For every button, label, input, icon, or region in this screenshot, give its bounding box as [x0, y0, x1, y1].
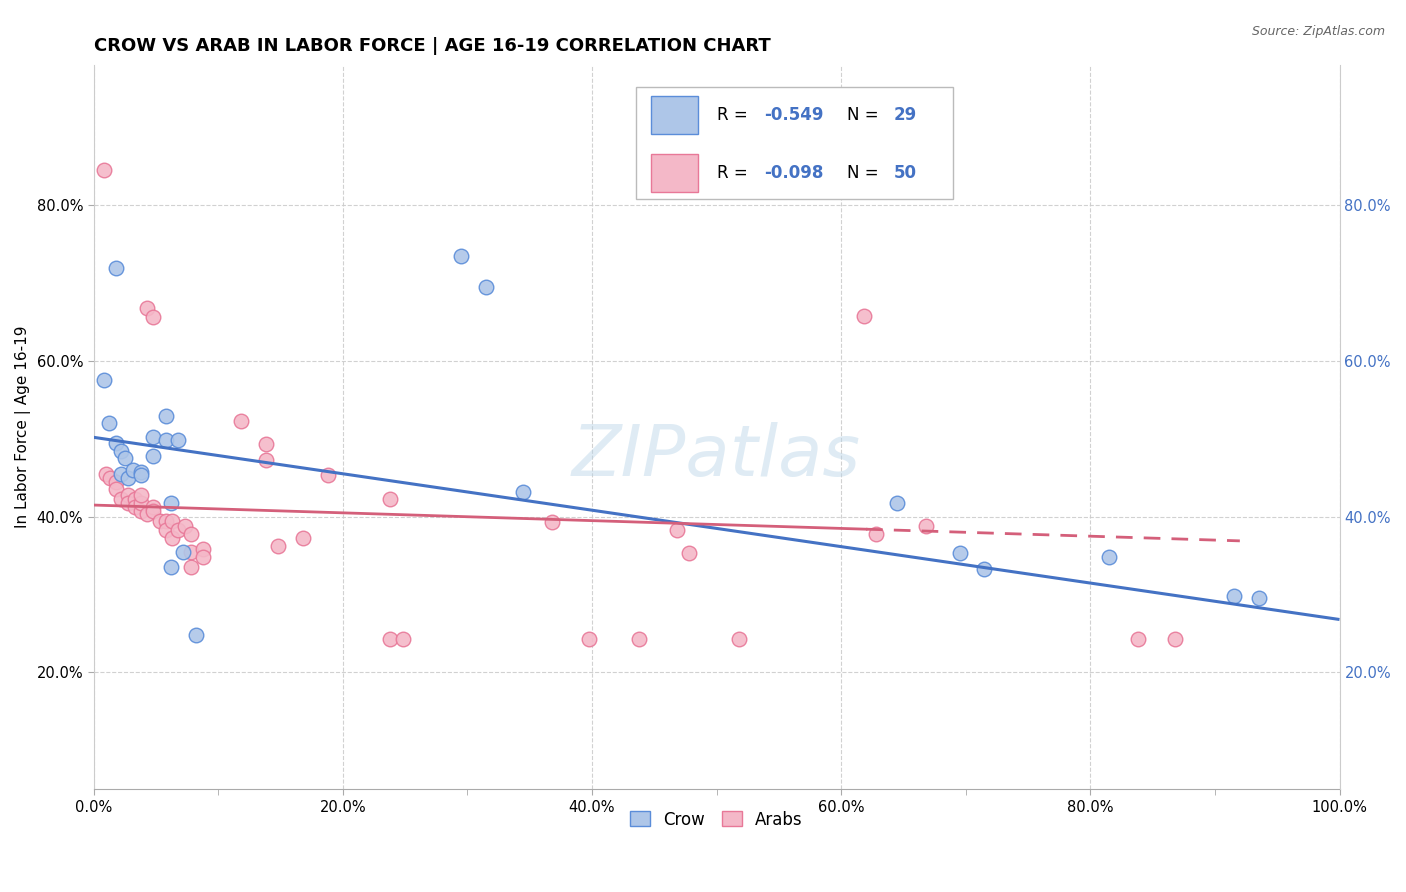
Point	[98, 471, 121, 485]
FancyBboxPatch shape	[636, 87, 953, 199]
Point	[193, 550, 215, 565]
Text: R =: R =	[717, 164, 752, 182]
Point	[136, 508, 159, 522]
Point	[541, 515, 564, 529]
Point	[105, 483, 128, 497]
Text: R =: R =	[717, 106, 752, 124]
Point	[1126, 632, 1149, 646]
Point	[1247, 591, 1270, 606]
Point	[142, 500, 165, 514]
Text: -0.098: -0.098	[763, 164, 824, 182]
Point	[180, 527, 202, 541]
Point	[167, 523, 190, 537]
Point	[110, 491, 132, 506]
Point	[180, 560, 202, 574]
Bar	[651, 96, 697, 134]
Point	[142, 310, 165, 324]
Point	[1222, 589, 1244, 603]
Point	[117, 471, 139, 485]
Text: 50: 50	[893, 164, 917, 182]
Point	[1164, 632, 1187, 646]
Point	[948, 546, 970, 560]
Point	[167, 434, 190, 448]
Y-axis label: In Labor Force | Age 16-19: In Labor Force | Age 16-19	[15, 326, 31, 528]
Point	[973, 562, 995, 576]
Point	[110, 467, 132, 481]
Point	[628, 632, 651, 646]
Point	[254, 453, 277, 467]
Point	[93, 163, 115, 178]
Point	[105, 435, 128, 450]
Point	[129, 488, 152, 502]
Point	[865, 527, 887, 541]
Point	[1098, 550, 1121, 565]
Point	[229, 414, 252, 428]
Point	[728, 632, 751, 646]
Point	[124, 491, 146, 506]
Point	[160, 496, 183, 510]
Point	[475, 280, 498, 294]
Point	[512, 484, 534, 499]
Point	[155, 409, 177, 423]
Point	[117, 496, 139, 510]
Point	[155, 515, 177, 529]
Point	[915, 519, 938, 533]
Point	[94, 467, 117, 481]
Text: N =: N =	[848, 164, 884, 182]
Point	[678, 546, 700, 560]
Point	[155, 434, 177, 448]
Point	[852, 309, 875, 323]
Point	[184, 628, 207, 642]
Text: Source: ZipAtlas.com: Source: ZipAtlas.com	[1251, 25, 1385, 38]
Point	[316, 468, 339, 483]
Point	[129, 468, 152, 483]
Point	[173, 519, 195, 533]
Legend: Crow, Arabs: Crow, Arabs	[623, 804, 810, 835]
Point	[142, 429, 165, 443]
Point	[97, 417, 120, 431]
Point	[180, 545, 202, 559]
Point	[149, 515, 172, 529]
Point	[391, 632, 413, 646]
Point	[114, 451, 136, 466]
Text: N =: N =	[848, 106, 884, 124]
Point	[886, 496, 908, 510]
Point	[105, 475, 128, 489]
Point	[450, 249, 472, 263]
Point	[578, 632, 600, 646]
Point	[378, 632, 401, 646]
Point	[378, 491, 401, 506]
Point	[124, 500, 146, 514]
Point	[155, 523, 177, 537]
Point	[93, 374, 115, 388]
Text: 29: 29	[893, 106, 917, 124]
Point	[193, 542, 215, 557]
Point	[122, 463, 145, 477]
Point	[160, 515, 183, 529]
Point	[129, 503, 152, 517]
Point	[254, 437, 277, 451]
Point	[142, 503, 165, 517]
Point	[291, 531, 314, 545]
Point	[105, 260, 128, 275]
Point	[117, 488, 139, 502]
Point	[267, 539, 290, 553]
Point	[110, 443, 132, 458]
Point	[160, 560, 183, 574]
Text: CROW VS ARAB IN LABOR FORCE | AGE 16-19 CORRELATION CHART: CROW VS ARAB IN LABOR FORCE | AGE 16-19 …	[94, 37, 770, 55]
Bar	[651, 154, 697, 192]
Point	[665, 523, 688, 537]
Point	[142, 449, 165, 463]
Point	[129, 465, 152, 479]
Point	[136, 301, 159, 315]
Text: ZIPatlas: ZIPatlas	[572, 422, 860, 491]
Text: -0.549: -0.549	[763, 106, 824, 124]
Point	[160, 531, 183, 545]
Point	[129, 496, 152, 510]
Point	[172, 545, 194, 559]
